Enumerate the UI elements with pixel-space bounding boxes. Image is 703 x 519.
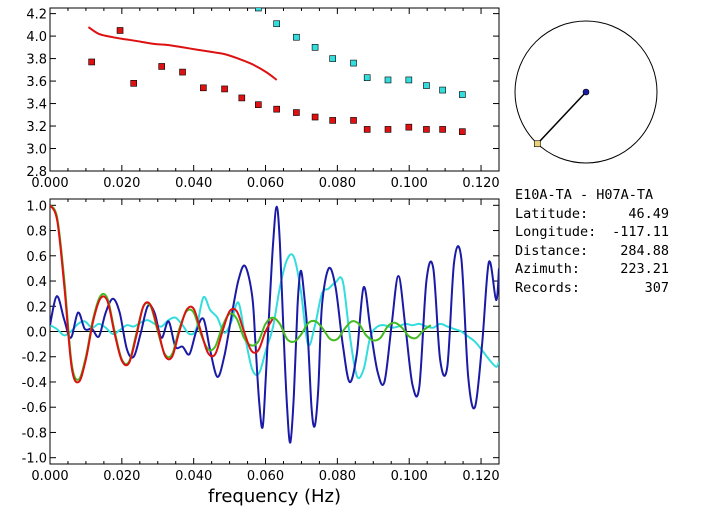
x-tick-label: 0.120 (462, 469, 499, 484)
red-marker (405, 123, 413, 131)
station-info-panel: E10A-TA - H07A-TA Latitude: 46.49 Longitu… (515, 186, 700, 297)
y-tick-label: 0.6 (26, 250, 47, 265)
red-series-line (87, 26, 278, 81)
blue-series-line (50, 205, 499, 444)
latitude-value: 46.49 (628, 205, 669, 222)
red-marker (158, 63, 166, 70)
x-tick-label: 0.080 (319, 176, 356, 191)
y-tick-label: -0.6 (22, 401, 47, 416)
red-marker (350, 117, 357, 124)
red-marker (293, 109, 300, 116)
cyan-marker (439, 86, 446, 94)
y-tick-label: 0.4 (26, 275, 47, 290)
red-marker (329, 117, 336, 124)
cyan-marker (459, 91, 466, 98)
red-marker (179, 68, 186, 76)
x-tick-label: 0.040 (175, 469, 212, 484)
azimuth-map-inset (514, 20, 658, 164)
y-tick-label: 3.4 (26, 98, 47, 113)
velocity-dispersion-plot: 0.000 0.020 0.040 0.060 0.080 0.100 0.120 2.8 3.… (26, 7, 500, 191)
cyan-series-line (50, 253, 499, 380)
cyan-marker (311, 44, 319, 51)
cyan-marker (384, 76, 392, 84)
y-tick-label: -0.4 (22, 376, 47, 391)
latitude-label: Latitude: (515, 205, 589, 222)
red-marker (200, 84, 207, 92)
y-tick-label: 3.0 (26, 143, 47, 158)
series-group (50, 204, 499, 444)
y-tick-label: 0.8 (26, 225, 47, 240)
red-marker (363, 126, 371, 133)
x-tick-label: 0.100 (391, 176, 428, 191)
cyan-marker (273, 20, 280, 28)
y-tick-label: -0.8 (22, 426, 47, 441)
y-tick-label: 4.2 (26, 8, 47, 23)
y-tick-label: -0.2 (22, 351, 47, 366)
y-tick-label: 1.0 (26, 199, 47, 214)
distance-row: Distance: 284.88 (515, 242, 700, 261)
red-marker (130, 80, 137, 87)
red-series-line (50, 204, 274, 384)
x-tick-label: 0.020 (103, 469, 140, 484)
cyan-marker (405, 76, 413, 84)
map-boundary-circle (514, 20, 658, 164)
series-group (87, 8, 466, 135)
records-value: 307 (644, 279, 669, 296)
distance-value: 284.88 (620, 242, 669, 259)
records-row: Records: 307 (515, 279, 700, 298)
cyan-marker (329, 55, 336, 62)
x-tick-label: 0.120 (462, 176, 499, 191)
center-station-marker (582, 88, 590, 96)
x-axis-label: frequency (Hz) (208, 486, 341, 507)
x-tick-label: 0.000 (31, 469, 68, 484)
cyan-marker (293, 33, 300, 41)
cyan-marker (363, 74, 371, 81)
y-tick-label: 4.0 (26, 30, 47, 45)
y-tick-label: -1.0 (22, 452, 47, 467)
y-tick-label: 0.0 (26, 326, 47, 341)
cyan-marker (255, 8, 262, 12)
red-marker (459, 128, 466, 135)
x-tick-label: 0.100 (391, 469, 428, 484)
red-marker (88, 58, 95, 66)
remote-station-marker (534, 140, 541, 148)
azimuth-value: 223.21 (620, 261, 669, 277)
records-label: Records: (515, 279, 581, 296)
x-tick-label: 0.020 (103, 176, 140, 191)
red-marker (273, 105, 280, 113)
azimuth-row: Azimuth: 223.21 (515, 260, 700, 279)
y-tick-label: 3.6 (26, 75, 47, 90)
distance-label: Distance: (515, 242, 589, 259)
red-marker (439, 126, 446, 133)
station-pair-label: E10A-TA - H07A-TA (515, 187, 654, 203)
plot-frame (49, 7, 500, 172)
longitude-value: -117.11 (612, 224, 669, 240)
y-tick-label: 3.8 (26, 53, 47, 68)
x-tick-label: 0.080 (319, 469, 356, 484)
y-tick-label: 0.2 (26, 300, 47, 315)
cyan-marker (350, 59, 357, 67)
red-marker (384, 126, 392, 133)
longitude-label: Longitude: (515, 224, 597, 240)
y-tick-label: 3.2 (26, 120, 47, 135)
red-marker (238, 94, 246, 102)
x-tick-label: 0.060 (247, 176, 284, 191)
cyan-marker (423, 82, 430, 89)
x-tick-label: 0.040 (175, 176, 212, 191)
red-marker (221, 85, 228, 93)
latitude-row: Latitude: 46.49 (515, 205, 700, 224)
red-marker (311, 113, 319, 121)
x-tick-label: 0.000 (31, 176, 68, 191)
red-marker (255, 101, 262, 108)
azimuth-line (536, 91, 587, 145)
azimuth-label: Azimuth: (515, 261, 581, 277)
y-tick-label: 2.8 (26, 165, 47, 180)
correlation-spectrum-plot: 0.000 0.020 0.040 0.060 0.080 0.100 0.120 1.0 0.… (22, 198, 500, 507)
red-marker (423, 126, 430, 133)
red-marker (116, 27, 124, 34)
x-tick-label: 0.060 (247, 469, 284, 484)
longitude-row: Longitude: -117.11 (515, 223, 700, 242)
